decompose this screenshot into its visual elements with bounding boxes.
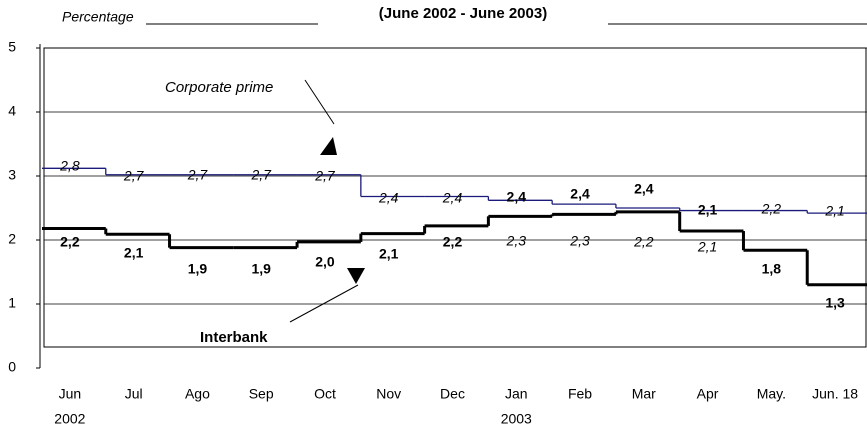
annotation: 2,1 bbox=[697, 239, 717, 255]
annotation: 2,2 bbox=[761, 201, 782, 217]
annotation: 2,3 bbox=[506, 233, 527, 249]
data-label: 2,1 bbox=[379, 246, 399, 262]
series-name: Interbank bbox=[200, 329, 268, 346]
title-backdrop bbox=[318, 4, 608, 30]
y-tick-label: 2 bbox=[8, 231, 16, 247]
x-tick-label: Jun bbox=[59, 386, 82, 402]
data-label: 1,9 bbox=[188, 261, 208, 277]
data-label: 2,1 bbox=[698, 202, 718, 218]
annotation: 2,7 bbox=[314, 168, 336, 184]
data-label: 1,9 bbox=[251, 261, 271, 277]
x-tick-label: Jan bbox=[505, 386, 528, 402]
data-label: 2,2 bbox=[60, 234, 80, 250]
data-label: 2,2 bbox=[443, 234, 463, 250]
arrow-head bbox=[347, 268, 365, 284]
x-tick-label: Jul bbox=[125, 386, 143, 402]
annotation: 2,4 bbox=[378, 190, 399, 206]
data-label: 2,1 bbox=[124, 245, 144, 261]
data-label: 2,4 bbox=[634, 181, 654, 197]
annotation-arrow bbox=[304, 79, 335, 125]
y-axis-label: Percentage bbox=[62, 9, 134, 25]
x-tick-label: Apr bbox=[697, 386, 719, 402]
series-name: Corporate prime bbox=[165, 79, 273, 96]
arrow-head bbox=[320, 137, 337, 155]
x-tick-label: Feb bbox=[568, 386, 592, 402]
x-sublabel: 2003 bbox=[501, 411, 532, 427]
annotation: 2,3 bbox=[569, 233, 590, 249]
x-tick-label: Sep bbox=[249, 386, 274, 402]
chart-title: (June 2002 - June 2003) bbox=[379, 5, 547, 22]
x-tick-label: Jun. 18 bbox=[812, 386, 858, 402]
annotation: 2,8 bbox=[59, 158, 80, 174]
annotation: 2,1 bbox=[824, 203, 844, 219]
x-tick-label: Oct bbox=[314, 386, 336, 402]
x-tick-label: May. bbox=[757, 386, 786, 402]
x-tick-label: Mar bbox=[632, 386, 656, 402]
annotation: 2,2 bbox=[633, 234, 654, 250]
data-label: 2,4 bbox=[507, 189, 527, 205]
y-tick-label: 5 bbox=[8, 39, 16, 55]
annotation-arrow bbox=[289, 284, 359, 323]
annotation: 2,7 bbox=[123, 168, 145, 184]
y-tick-label: 3 bbox=[8, 167, 16, 183]
annotation: 2,7 bbox=[187, 167, 209, 183]
y-tick-label: 0 bbox=[8, 359, 16, 375]
data-label: 1,8 bbox=[762, 261, 782, 277]
data-label: 2,4 bbox=[570, 186, 590, 202]
x-sublabel: 2002 bbox=[54, 411, 85, 427]
annotation: 2,7 bbox=[250, 167, 272, 183]
data-label: 2,0 bbox=[315, 254, 335, 270]
y-tick-label: 1 bbox=[8, 295, 16, 311]
y-tick-label: 4 bbox=[8, 103, 16, 119]
annotation: 2,4 bbox=[442, 190, 463, 206]
data-label: 1,3 bbox=[825, 295, 845, 311]
x-tick-label: Nov bbox=[376, 386, 401, 402]
x-tick-label: Ago bbox=[185, 386, 210, 402]
x-tick-label: Dec bbox=[440, 386, 465, 402]
